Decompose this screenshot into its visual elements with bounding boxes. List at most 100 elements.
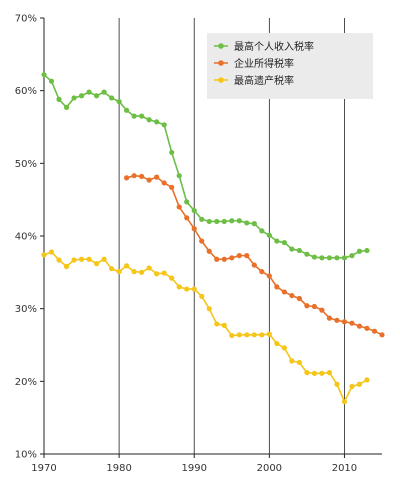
data-point-estate-tax-2005 <box>304 370 310 376</box>
data-point-income-tax-1992 <box>206 218 212 225</box>
data-point-income-tax-2008 <box>326 255 333 261</box>
data-point-income-tax-1997 <box>244 220 250 226</box>
legend-box <box>207 33 373 99</box>
data-point-estate-tax-1985 <box>154 271 160 277</box>
y-tick-label-50: 50% <box>15 159 37 170</box>
data-point-estate-tax-1987 <box>169 275 175 281</box>
data-point-corporate-tax-2003 <box>289 292 295 299</box>
y-tick-label-40: 40% <box>15 232 37 243</box>
data-point-corporate-tax-2000 <box>266 273 272 279</box>
data-point-estate-tax-1993 <box>214 321 220 327</box>
data-point-income-tax-1994 <box>221 218 227 225</box>
legend-marker-estate-tax <box>218 77 224 83</box>
series-lines <box>41 72 385 405</box>
x-tick-label-1980: 1980 <box>106 463 131 474</box>
data-point-estate-tax-1973 <box>63 263 70 270</box>
legend-item-estate-tax: 最高遗产税率 <box>214 74 294 87</box>
data-point-income-tax-2011 <box>349 253 355 259</box>
data-point-corporate-tax-1986 <box>161 180 167 186</box>
legend-marker-income-tax <box>218 43 224 49</box>
data-point-estate-tax-1992 <box>206 306 212 312</box>
data-point-corporate-tax-2005 <box>304 303 310 309</box>
data-point-income-tax-2012 <box>356 248 363 254</box>
data-point-corporate-tax-2007 <box>319 307 325 313</box>
data-point-estate-tax-2009 <box>334 381 340 387</box>
data-point-estate-tax-1983 <box>139 269 145 275</box>
data-point-income-tax-1990 <box>191 207 197 214</box>
data-point-income-tax-1991 <box>199 216 205 222</box>
data-point-corporate-tax-1990 <box>191 226 197 232</box>
data-point-income-tax-2004 <box>296 247 302 254</box>
data-point-corporate-tax-2006 <box>311 303 317 310</box>
data-point-estate-tax-2013 <box>364 377 370 383</box>
data-point-income-tax-1988 <box>176 173 182 179</box>
legend-label-corporate-tax: 企业所得税率 <box>234 57 294 70</box>
data-point-corporate-tax-2015 <box>379 332 385 338</box>
data-point-estate-tax-1994 <box>221 322 227 328</box>
data-point-income-tax-1986 <box>161 122 167 128</box>
data-point-corporate-tax-2009 <box>334 317 340 323</box>
data-point-estate-tax-2011 <box>349 383 355 390</box>
data-point-estate-tax-1988 <box>176 284 182 290</box>
data-point-income-tax-1993 <box>214 218 220 225</box>
data-point-income-tax-1985 <box>154 119 160 125</box>
data-point-income-tax-1999 <box>259 228 265 234</box>
data-point-estate-tax-1996 <box>236 332 242 338</box>
data-point-corporate-tax-1985 <box>154 174 160 180</box>
data-point-corporate-tax-1987 <box>169 184 175 190</box>
data-point-estate-tax-1995 <box>229 332 235 339</box>
data-point-income-tax-1982 <box>131 113 137 119</box>
y-tick-label-20: 20% <box>15 377 37 388</box>
data-point-income-tax-1979 <box>109 95 115 101</box>
data-point-income-tax-2003 <box>289 246 295 252</box>
data-point-estate-tax-1974 <box>71 257 77 263</box>
data-point-estate-tax-1976 <box>86 256 92 262</box>
y-tick-label-70: 70% <box>15 14 37 25</box>
y-tick-label-60: 60% <box>15 86 37 97</box>
data-point-income-tax-1977 <box>93 93 100 99</box>
data-point-estate-tax-2003 <box>289 358 295 364</box>
data-point-estate-tax-2004 <box>296 359 302 366</box>
data-point-corporate-tax-2011 <box>349 320 355 326</box>
data-point-income-tax-2013 <box>364 247 370 254</box>
data-point-estate-tax-1986 <box>161 270 167 276</box>
legend-label-income-tax: 最高个人收入税率 <box>234 40 314 53</box>
x-tick-label-1970: 1970 <box>31 463 56 474</box>
data-point-income-tax-1981 <box>124 107 130 113</box>
data-point-corporate-tax-1994 <box>221 256 227 262</box>
data-point-income-tax-1970 <box>41 72 47 78</box>
data-point-estate-tax-1997 <box>244 332 250 338</box>
data-point-income-tax-1996 <box>236 218 242 224</box>
data-point-income-tax-1973 <box>63 104 70 110</box>
data-point-income-tax-1974 <box>71 95 77 101</box>
data-point-estate-tax-1977 <box>93 261 100 267</box>
data-point-income-tax-1998 <box>251 221 257 227</box>
data-point-estate-tax-2008 <box>326 370 333 376</box>
data-point-corporate-tax-2014 <box>371 328 378 334</box>
x-tick-label-2010: 2010 <box>332 463 357 474</box>
data-point-estate-tax-2000 <box>266 331 272 337</box>
data-point-estate-tax-2002 <box>281 345 287 351</box>
data-point-estate-tax-1990 <box>191 286 197 292</box>
data-point-income-tax-2006 <box>311 254 317 260</box>
data-point-estate-tax-1970 <box>41 252 47 258</box>
data-point-corporate-tax-1995 <box>229 255 235 261</box>
series-corporate-tax <box>124 173 385 338</box>
data-point-income-tax-2007 <box>319 255 325 261</box>
data-point-income-tax-2005 <box>304 251 310 257</box>
data-point-income-tax-1980 <box>116 98 122 105</box>
data-point-corporate-tax-1991 <box>199 238 205 244</box>
data-point-estate-tax-1978 <box>101 256 107 262</box>
data-point-income-tax-1987 <box>169 149 175 156</box>
series-income-tax <box>41 72 370 261</box>
tick-labels: 10% 20% 30% 40% 50% 60% 70% 1970 1980 1990 2000 201… <box>15 14 357 475</box>
data-point-estate-tax-1999 <box>259 332 265 338</box>
legend: 最高个人收入税率 企业所得税率 最高遗产税率 <box>207 33 373 99</box>
data-point-estate-tax-1979 <box>109 266 115 272</box>
y-tick-label-10: 10% <box>15 450 37 461</box>
data-point-income-tax-1972 <box>56 96 62 102</box>
data-point-income-tax-1971 <box>48 78 55 84</box>
legend-marker-corporate-tax <box>218 60 224 66</box>
